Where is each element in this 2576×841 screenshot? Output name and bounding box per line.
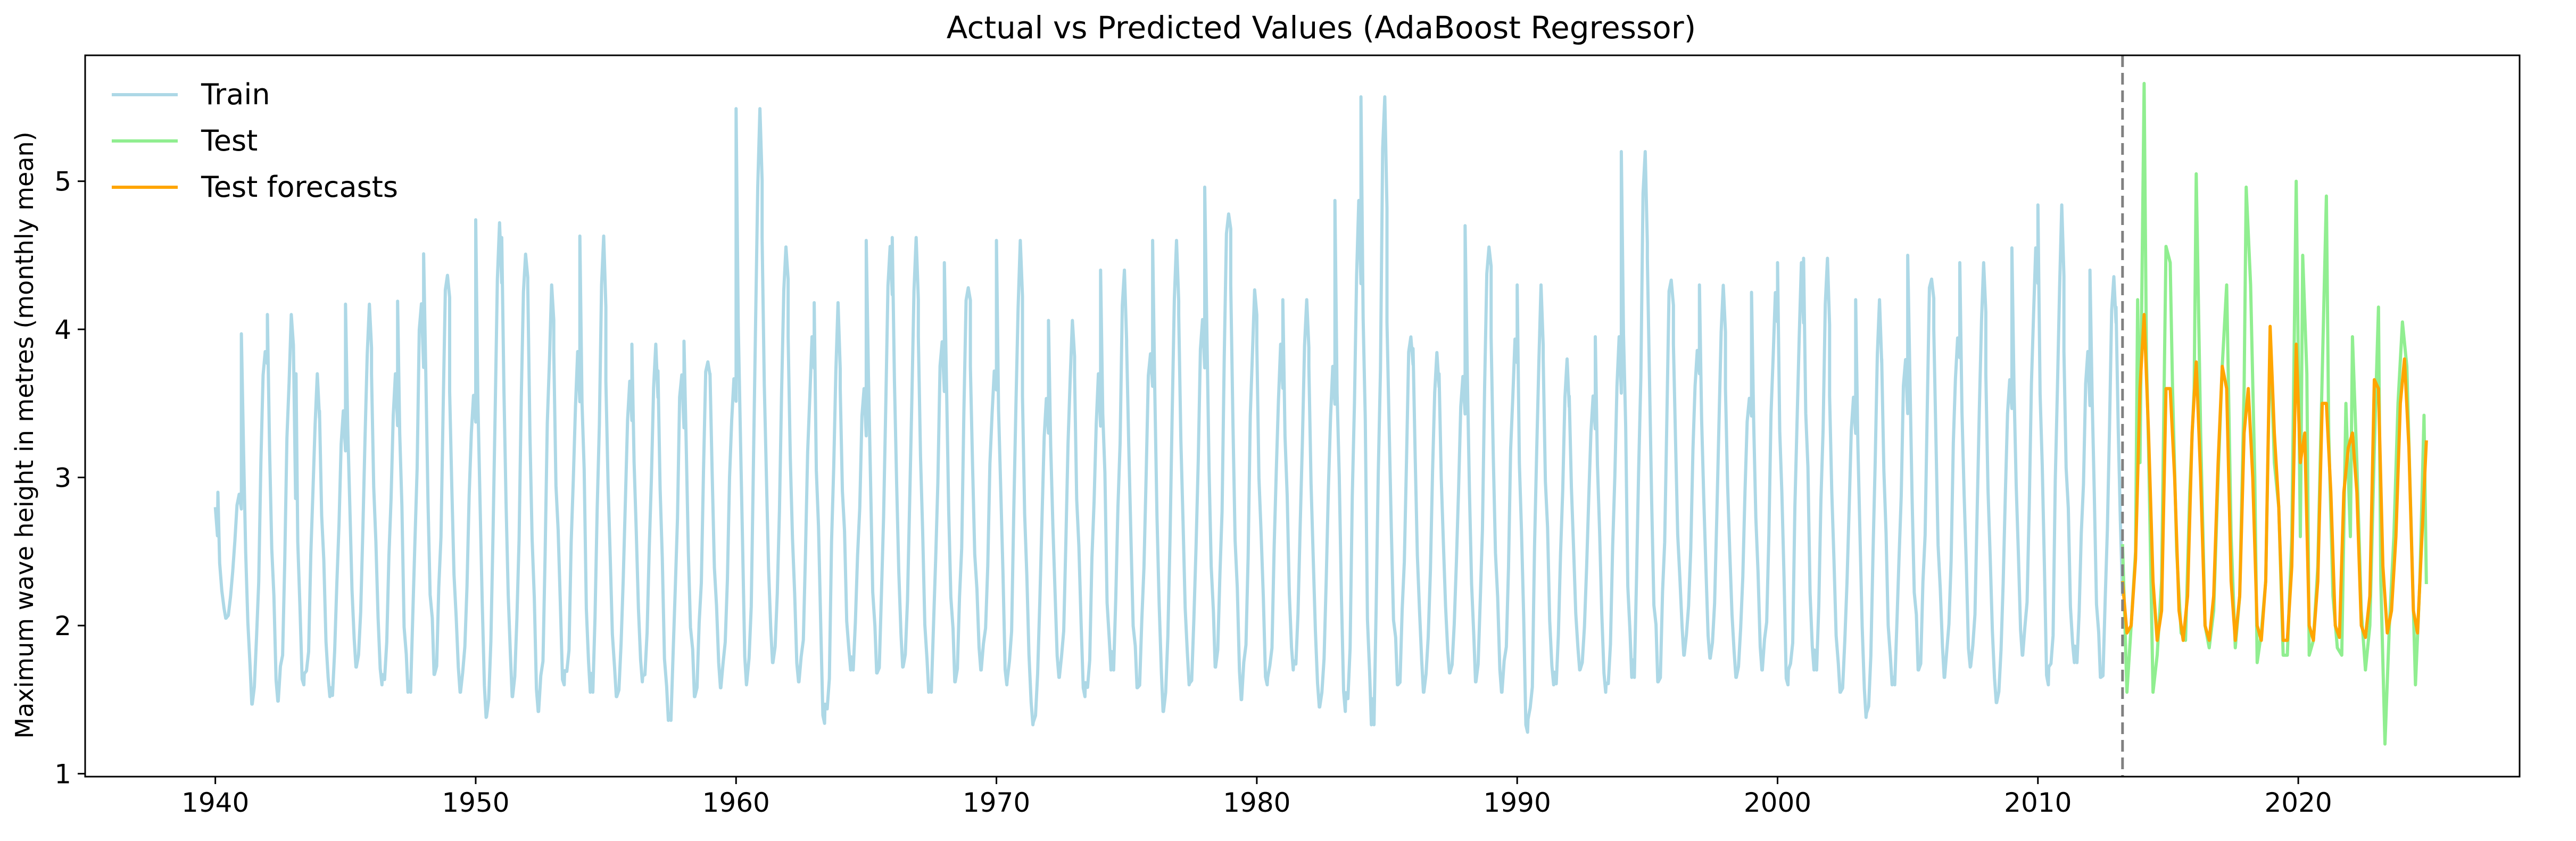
train-series-line — [213, 95, 2124, 734]
x-tick-label: 1960 — [702, 787, 770, 818]
x-tick-label: 2020 — [2264, 787, 2332, 818]
x-tick-label: 1940 — [181, 787, 249, 818]
x-tick-label: 1970 — [963, 787, 1030, 818]
x-tick-label: 1980 — [1223, 787, 1290, 818]
x-tick-label: 2000 — [1744, 787, 1811, 818]
x-tick-label: 1990 — [1484, 787, 1551, 818]
x-tick-label: 1950 — [442, 787, 509, 818]
axes-frame — [84, 54, 2521, 778]
legend: Train Test Test forecasts — [112, 78, 398, 204]
plot-area — [213, 55, 2428, 777]
legend-label-test-forecasts: Test forecasts — [201, 170, 398, 204]
legend-label-train: Train — [201, 78, 270, 111]
chart-title: Actual vs Predicted Values (AdaBoost Reg… — [947, 10, 1696, 46]
y-tick-label: 1 — [54, 759, 71, 789]
test-forecasts-series-line — [2121, 313, 2428, 642]
y-tick-label: 5 — [54, 166, 71, 197]
axes: 1940 1950 1960 1970 1980 1990 2000 2010 2020 1 2 3 4… — [54, 54, 2521, 818]
y-tick-label: 3 — [54, 463, 71, 494]
y-tick-label: 2 — [54, 611, 71, 642]
legend-label-test: Test — [201, 124, 258, 157]
y-axis-label: Maximum wave height in metres (monthly m… — [10, 131, 39, 738]
x-tick-label: 2010 — [2004, 787, 2072, 818]
y-tick-label: 4 — [54, 314, 71, 345]
